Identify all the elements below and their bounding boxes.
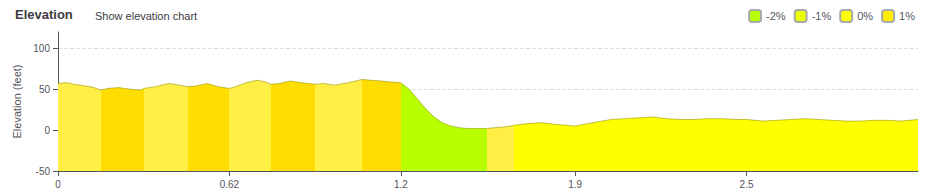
svg-text:-1%: -1% [812, 10, 832, 22]
svg-text:0%: 0% [857, 10, 873, 22]
svg-text:2.5: 2.5 [740, 179, 754, 190]
svg-text:-2%: -2% [766, 10, 786, 22]
svg-text:1.9: 1.9 [568, 179, 582, 190]
svg-text:0.62: 0.62 [220, 179, 240, 190]
svg-text:Elevation: Elevation [15, 7, 73, 22]
svg-text:50: 50 [39, 84, 51, 95]
svg-text:Show elevation chart: Show elevation chart [95, 10, 197, 22]
svg-text:100: 100 [33, 43, 50, 54]
svg-text:0: 0 [44, 125, 50, 136]
svg-text:1.2: 1.2 [394, 179, 408, 190]
svg-text:Elevation (feet): Elevation (feet) [11, 65, 23, 139]
svg-text:1%: 1% [899, 10, 915, 22]
svg-text:0: 0 [55, 179, 61, 190]
svg-text:-50: -50 [36, 166, 51, 177]
